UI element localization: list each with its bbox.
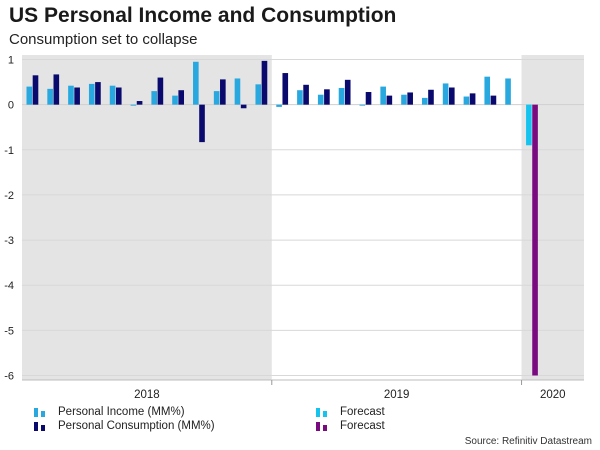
income-bar xyxy=(297,90,303,105)
legend-consumption: Personal Consumption (MM%) xyxy=(34,420,215,432)
legend-consumption-forecast: Forecast xyxy=(316,420,385,432)
shade-2020 xyxy=(521,55,584,380)
income-bar xyxy=(505,78,511,105)
income-bar xyxy=(359,104,366,106)
legend-swatch-b xyxy=(41,410,45,417)
legend-income-forecast: Forecast xyxy=(316,406,385,418)
y-tick-label: -1 xyxy=(4,145,14,157)
income-bar xyxy=(338,87,345,105)
income-bar xyxy=(151,91,158,105)
consumption-bar xyxy=(178,90,185,105)
consumption-bar xyxy=(240,104,247,109)
legend-income-label: Personal Income (MM%) xyxy=(58,406,185,418)
consumption-bar xyxy=(136,101,143,105)
income-bar xyxy=(213,91,220,105)
x-tick-label: 2018 xyxy=(134,389,160,401)
y-tick-label: -2 xyxy=(4,190,14,202)
legend-swatch-a xyxy=(34,421,38,431)
source-note: Source: Refinitiv Datastream xyxy=(464,436,592,447)
consumption-bar xyxy=(386,95,393,105)
income-bar xyxy=(255,84,262,105)
income-bar xyxy=(317,94,324,105)
legend-consumption-label: Personal Consumption (MM%) xyxy=(58,420,215,432)
chart-title: US Personal Income and Consumption xyxy=(9,4,397,27)
legend-swatch-a xyxy=(316,407,320,417)
income-bar xyxy=(172,95,178,105)
y-tick-label: -4 xyxy=(4,280,14,292)
legend-swatch-a xyxy=(316,421,320,431)
income-bar xyxy=(421,97,428,105)
legend-income-swatch xyxy=(34,407,48,417)
income-bar xyxy=(88,83,95,105)
consumption-bar xyxy=(324,89,330,105)
shade-2018 xyxy=(22,55,272,380)
legend-consumption-forecast-label: Forecast xyxy=(340,420,385,432)
consumption-forecast-bar xyxy=(532,104,538,376)
y-tick-label: -3 xyxy=(4,235,14,247)
consumption-bar xyxy=(344,79,351,105)
consumption-bar xyxy=(53,74,60,105)
consumption-bar xyxy=(303,84,309,105)
consumption-bar xyxy=(469,93,476,105)
income-bar xyxy=(234,78,241,105)
chart-subtitle: Consumption set to collapse xyxy=(9,31,198,48)
consumption-bar xyxy=(157,77,164,105)
x-tick-label: 2020 xyxy=(540,389,566,401)
income-bar xyxy=(109,85,116,105)
income-forecast-bar xyxy=(526,104,532,146)
legend-consumption-forecast-swatch xyxy=(316,421,330,431)
consumption-bar xyxy=(407,92,413,105)
y-tick-label: 1 xyxy=(8,55,14,67)
income-bar xyxy=(47,88,53,105)
consumption-bar xyxy=(365,92,372,105)
x-tick-label: 2019 xyxy=(384,389,410,401)
legend-swatch-a xyxy=(34,407,38,417)
income-bar xyxy=(276,104,282,107)
income-bar xyxy=(401,94,407,105)
y-tick-label: -5 xyxy=(4,325,14,337)
legend-income: Personal Income (MM%) xyxy=(34,406,185,418)
legend-income-forecast-label: Forecast xyxy=(340,406,385,418)
consumption-bar xyxy=(448,87,455,105)
income-bar xyxy=(26,86,33,105)
consumption-bar xyxy=(32,75,39,105)
consumption-bar xyxy=(282,73,289,105)
consumption-bar xyxy=(95,82,101,105)
consumption-bar xyxy=(74,87,80,105)
legend-swatch-b xyxy=(41,424,45,431)
consumption-bar xyxy=(261,60,268,105)
income-bar xyxy=(380,86,386,105)
legend-income-forecast-swatch xyxy=(316,407,330,417)
y-tick-label: 0 xyxy=(8,100,14,112)
income-bar xyxy=(68,85,74,105)
income-bar xyxy=(484,76,491,105)
consumption-bar xyxy=(428,89,434,105)
legend-consumption-swatch xyxy=(34,421,48,431)
income-bar xyxy=(442,83,449,105)
legend-swatch-b xyxy=(323,410,327,417)
consumption-bar xyxy=(115,87,122,105)
income-bar xyxy=(193,61,199,105)
legend-swatch-b xyxy=(323,424,327,431)
consumption-bar xyxy=(490,95,497,105)
y-tick-label: -6 xyxy=(4,370,14,382)
consumption-bar xyxy=(199,104,205,143)
consumption-bar xyxy=(220,79,226,105)
income-bar xyxy=(463,96,470,105)
income-bar xyxy=(130,104,137,106)
